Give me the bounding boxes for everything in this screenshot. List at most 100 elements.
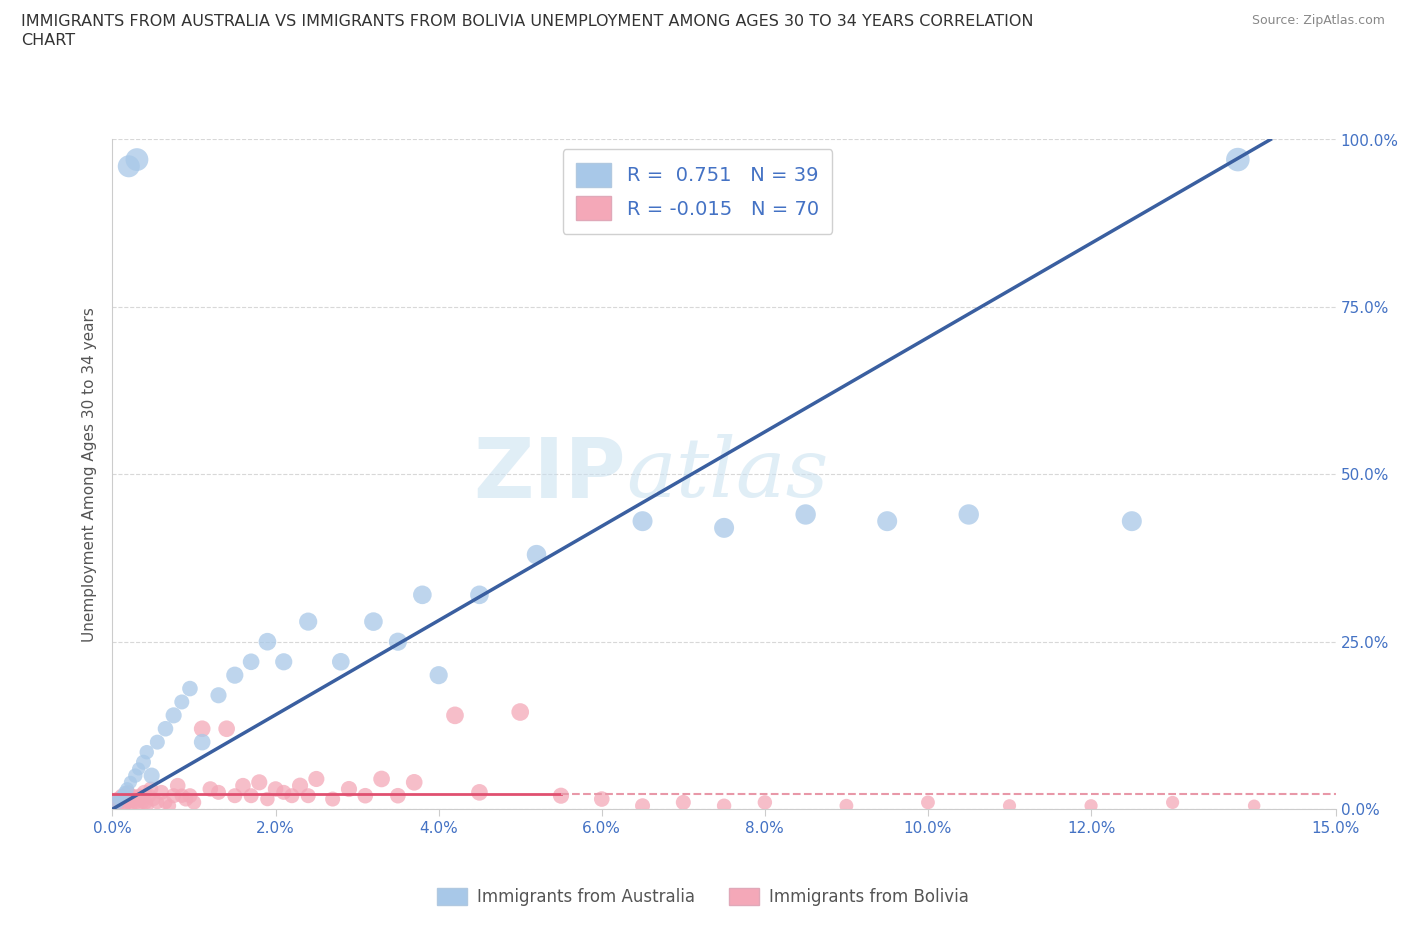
- Point: [124, 768, 146, 783]
- Point: [155, 722, 177, 737]
- Point: [713, 521, 735, 536]
- Point: [179, 789, 201, 804]
- Y-axis label: Unemployment Among Ages 30 to 34 years: Unemployment Among Ages 30 to 34 years: [82, 307, 97, 642]
- Point: [232, 778, 254, 793]
- Point: [170, 789, 193, 804]
- Point: [118, 159, 141, 174]
- Point: [411, 588, 433, 603]
- Point: [754, 795, 776, 810]
- Text: atlas: atlas: [626, 434, 828, 514]
- Point: [1226, 153, 1249, 167]
- Point: [125, 795, 148, 810]
- Point: [191, 735, 214, 750]
- Point: [139, 781, 162, 796]
- Point: [247, 775, 270, 790]
- Point: [142, 791, 165, 806]
- Point: [107, 798, 129, 813]
- Point: [387, 634, 409, 649]
- Point: [444, 708, 467, 723]
- Point: [631, 513, 654, 528]
- Point: [240, 655, 263, 670]
- Point: [117, 785, 139, 800]
- Point: [256, 791, 278, 806]
- Point: [1121, 513, 1143, 528]
- Point: [468, 588, 491, 603]
- Point: [120, 798, 142, 813]
- Point: [1243, 798, 1265, 813]
- Point: [1080, 798, 1102, 813]
- Point: [207, 785, 229, 800]
- Point: [917, 795, 939, 810]
- Point: [112, 791, 135, 806]
- Point: [191, 722, 214, 737]
- Point: [1161, 795, 1184, 810]
- Point: [135, 745, 157, 760]
- Text: IMMIGRANTS FROM AUSTRALIA VS IMMIGRANTS FROM BOLIVIA UNEMPLOYMENT AMONG AGES 30 : IMMIGRANTS FROM AUSTRALIA VS IMMIGRANTS …: [21, 14, 1033, 29]
- Point: [179, 681, 201, 696]
- Point: [631, 798, 654, 813]
- Point: [835, 798, 858, 813]
- Point: [183, 795, 205, 810]
- Point: [141, 768, 163, 783]
- Point: [224, 789, 246, 804]
- Point: [114, 785, 136, 800]
- Point: [124, 791, 146, 806]
- Point: [794, 507, 817, 522]
- Point: [207, 688, 229, 703]
- Point: [957, 507, 980, 522]
- Point: [468, 785, 491, 800]
- Point: [240, 789, 263, 804]
- Point: [166, 778, 188, 793]
- Point: [132, 755, 155, 770]
- Point: [127, 798, 149, 813]
- Point: [136, 798, 159, 813]
- Point: [105, 791, 128, 806]
- Point: [550, 789, 572, 804]
- Point: [224, 668, 246, 683]
- Point: [427, 668, 450, 683]
- Point: [135, 795, 157, 810]
- Point: [111, 789, 134, 804]
- Point: [215, 722, 238, 737]
- Point: [509, 705, 531, 720]
- Point: [129, 791, 152, 806]
- Point: [264, 781, 287, 796]
- Point: [125, 153, 148, 167]
- Text: ZIP: ZIP: [474, 433, 626, 515]
- Point: [288, 778, 311, 793]
- Point: [115, 795, 138, 810]
- Point: [713, 798, 735, 813]
- Point: [128, 762, 150, 777]
- Point: [146, 795, 169, 810]
- Point: [876, 513, 898, 528]
- Point: [150, 785, 173, 800]
- Point: [146, 735, 169, 750]
- Point: [163, 789, 186, 804]
- Point: [337, 781, 360, 796]
- Point: [138, 789, 160, 804]
- Point: [170, 695, 193, 710]
- Point: [110, 789, 132, 804]
- Point: [297, 614, 319, 629]
- Point: [297, 789, 319, 804]
- Point: [155, 795, 177, 810]
- Point: [128, 789, 150, 804]
- Point: [387, 789, 409, 804]
- Point: [591, 791, 613, 806]
- Text: CHART: CHART: [21, 33, 75, 47]
- Legend: Immigrants from Australia, Immigrants from Bolivia: Immigrants from Australia, Immigrants fr…: [430, 881, 976, 912]
- Point: [120, 775, 142, 790]
- Point: [273, 655, 295, 670]
- Point: [256, 634, 278, 649]
- Point: [370, 772, 392, 787]
- Point: [118, 795, 141, 810]
- Point: [998, 798, 1021, 813]
- Point: [200, 781, 222, 796]
- Point: [122, 789, 145, 804]
- Point: [115, 781, 138, 796]
- Point: [104, 795, 127, 810]
- Point: [134, 785, 156, 800]
- Point: [163, 708, 186, 723]
- Point: [281, 789, 304, 804]
- Point: [114, 798, 136, 813]
